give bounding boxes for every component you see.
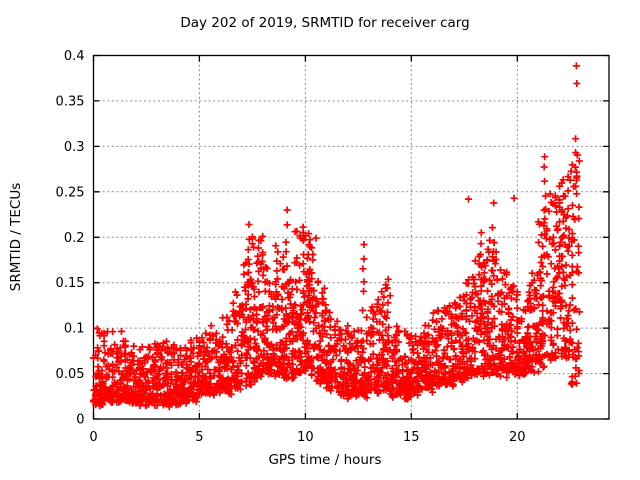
x-tick-label: 10 <box>297 430 314 445</box>
y-tick-label: 0.3 <box>64 140 85 155</box>
chart-title: Day 202 of 2019, SRMTID for receiver car… <box>180 15 470 31</box>
y-tick-label: 0 <box>76 413 84 428</box>
y-tick-label: 0.15 <box>56 276 85 291</box>
x-tick-label: 0 <box>89 430 97 445</box>
plot-frame <box>92 54 610 420</box>
y-tick-label: 0.25 <box>56 185 85 200</box>
y-tick-label: 0.4 <box>64 49 85 64</box>
y-tick-label: 0.35 <box>56 94 85 109</box>
y-tick-label: 0.1 <box>64 322 85 337</box>
x-tick-label: 5 <box>195 430 203 445</box>
x-tick-label: 20 <box>509 430 526 445</box>
y-tick-label: 0.05 <box>56 367 85 382</box>
scatter-points <box>90 62 583 411</box>
y-tick-label: 0.2 <box>64 231 85 246</box>
x-axis-label: GPS time / hours <box>268 452 382 468</box>
x-tick-label: 15 <box>403 430 420 445</box>
